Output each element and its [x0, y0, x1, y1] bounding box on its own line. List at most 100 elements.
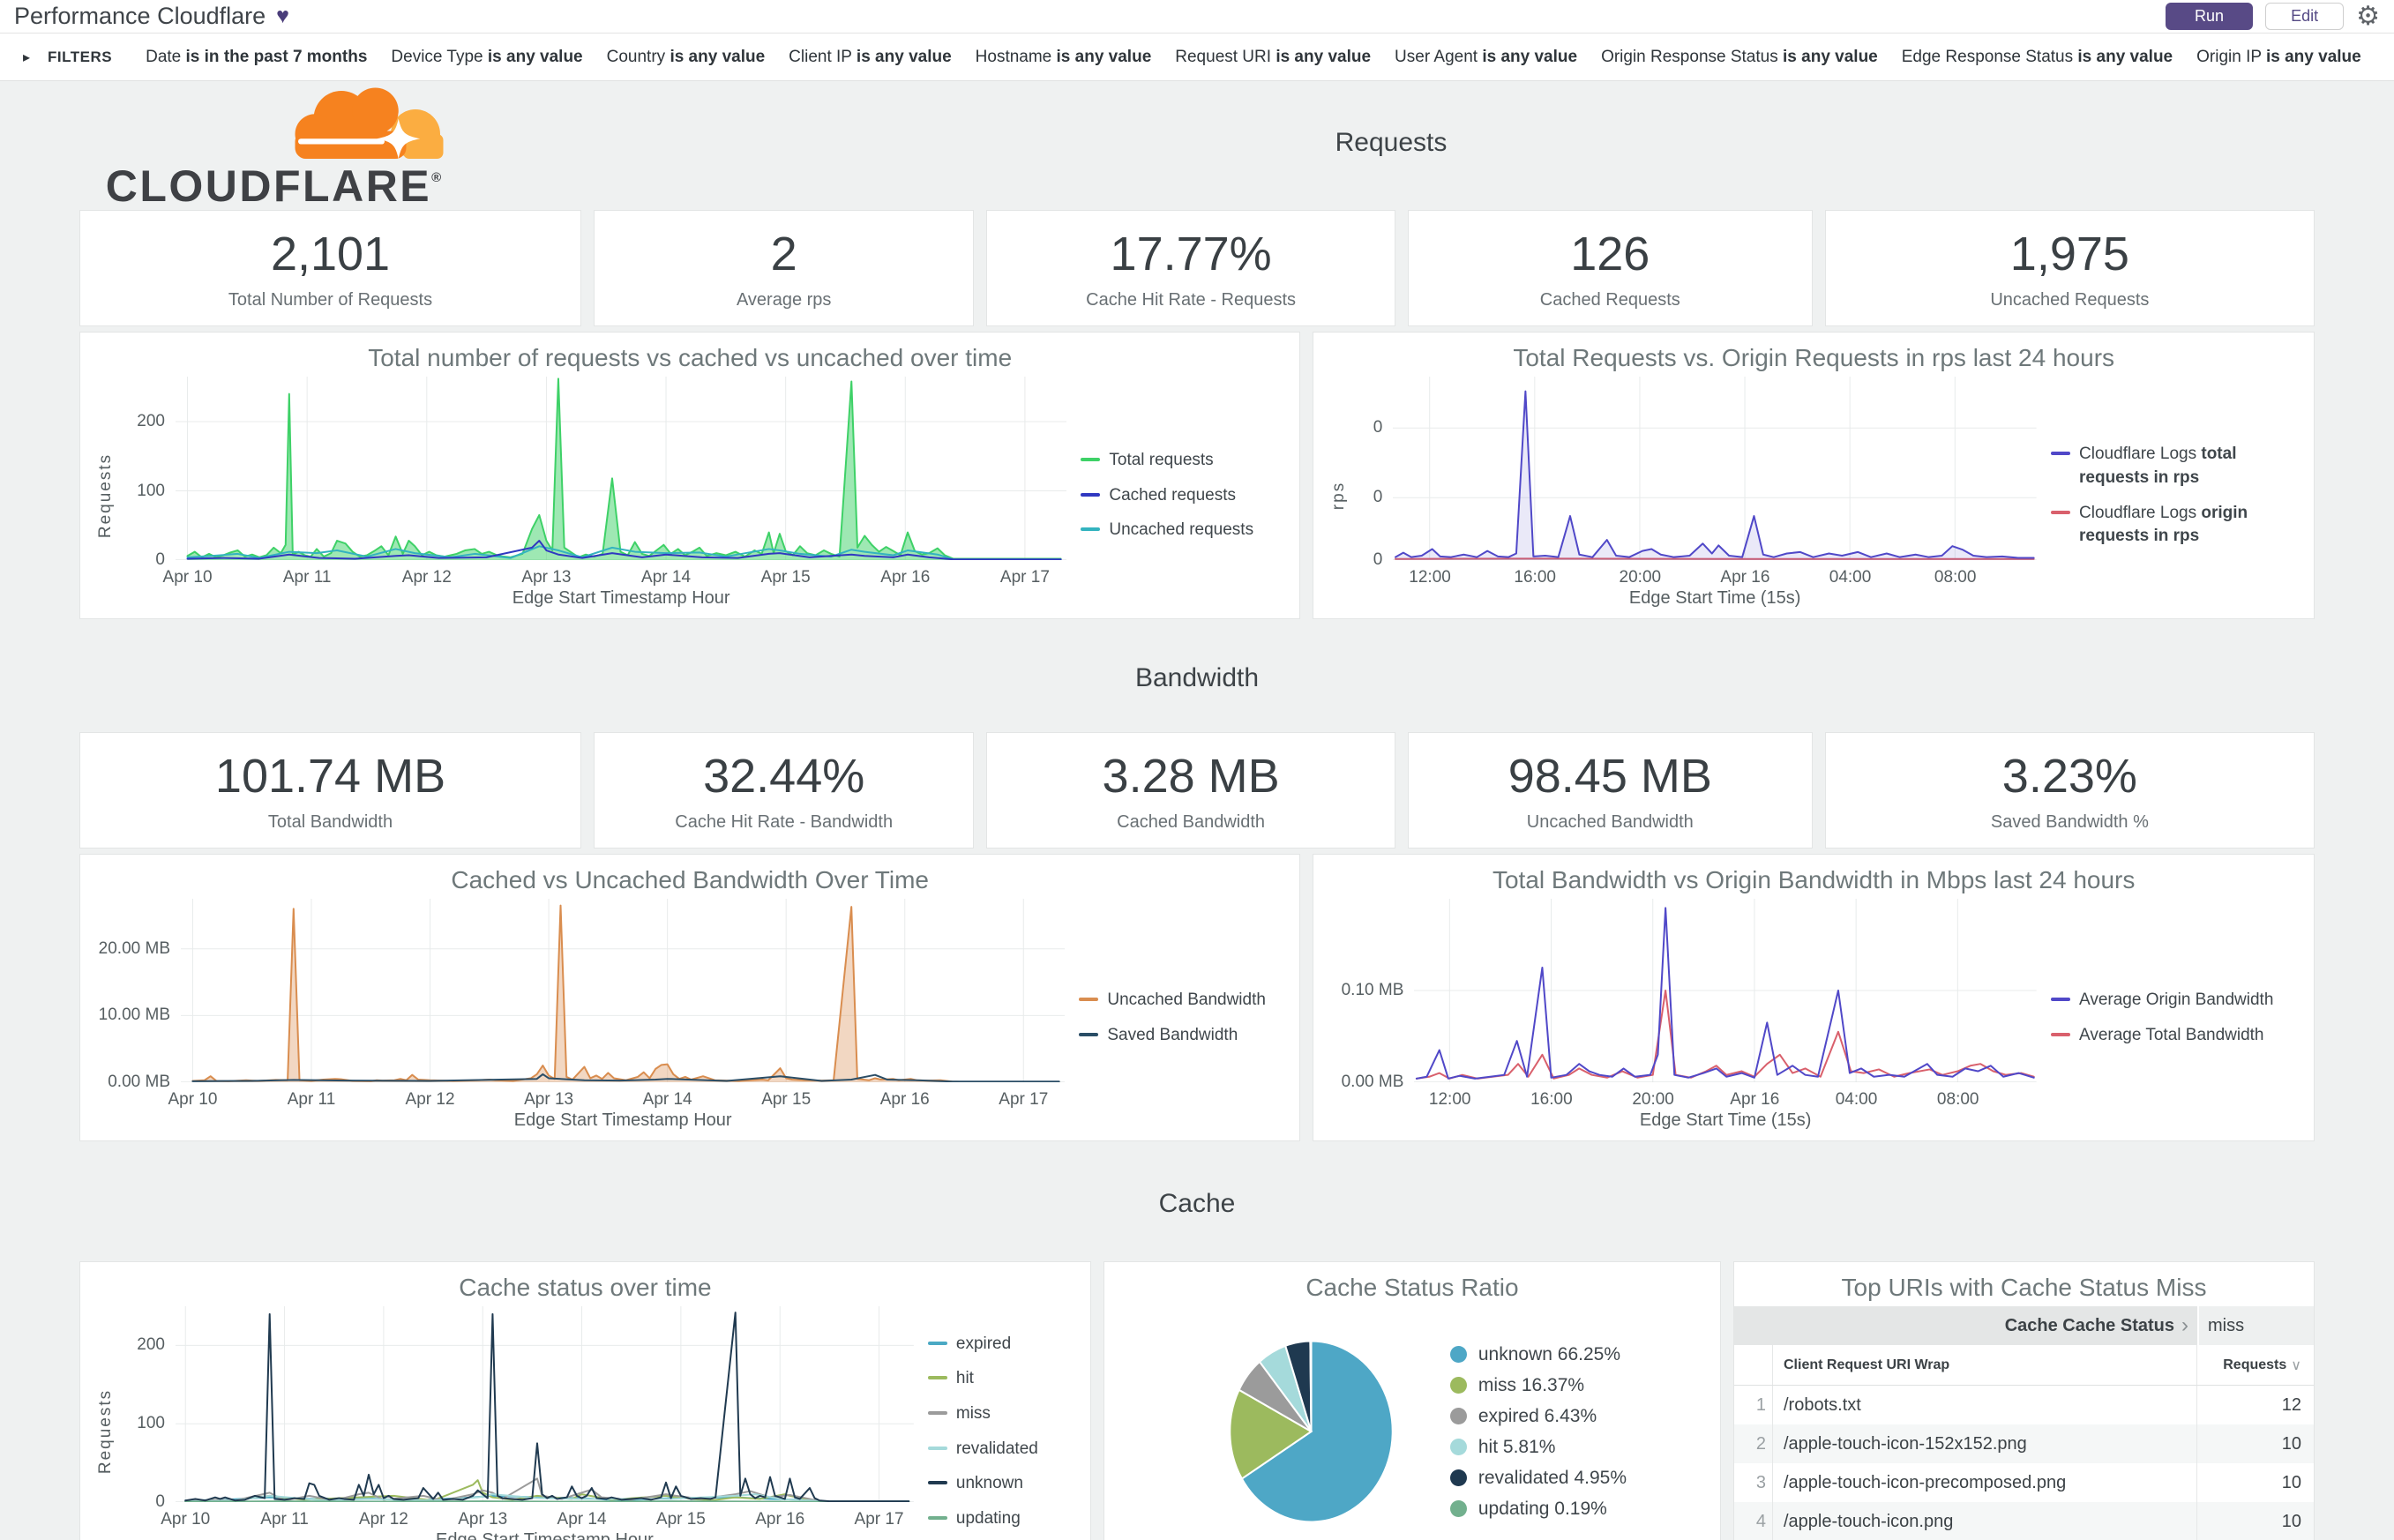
- pie-legend-item[interactable]: miss 16.37%: [1449, 1375, 1627, 1396]
- filter-item[interactable]: User Agent is any value: [1395, 47, 1578, 66]
- plot-area[interactable]: [1414, 899, 2037, 1082]
- legend-item[interactable]: Average Origin Bandwidth: [2051, 989, 2301, 1013]
- legend-item[interactable]: Cloudflare Logs origin requests in rps: [2051, 502, 2301, 549]
- table-row[interactable]: 2/apple-touch-icon-152x152.png 10: [1734, 1424, 2314, 1463]
- filter-item[interactable]: Device Type is any value: [391, 47, 583, 66]
- plot-area[interactable]: [176, 377, 1066, 560]
- pie-legend-item[interactable]: unknown 66.25%: [1449, 1344, 1627, 1365]
- legend-dot: [1449, 1500, 1467, 1517]
- plot-area[interactable]: [176, 1306, 914, 1502]
- kpi-label: Uncached Bandwidth: [1526, 811, 1694, 832]
- legend-item[interactable]: expired: [927, 1333, 1078, 1357]
- legend-swatch: [1079, 997, 1099, 1001]
- plot-area[interactable]: [181, 899, 1065, 1082]
- edit-button[interactable]: Edit: [2265, 3, 2345, 30]
- y-tick-label: 0.00 MB: [108, 1073, 170, 1091]
- kpi-tile: 1,975 Uncached Requests: [1824, 210, 2315, 326]
- requests-chart-row: Total number of requests vs cached vs un…: [79, 332, 2315, 619]
- filter-item[interactable]: Request URI is any value: [1175, 47, 1372, 66]
- bandwidth-chart-row: Cached vs Uncached Bandwidth Over Time 0…: [79, 854, 2315, 1141]
- chart-title: Total number of requests vs cached vs un…: [368, 344, 1013, 371]
- filter-item[interactable]: Origin Response Status is any value: [1601, 47, 1878, 66]
- legend-swatch: [927, 1341, 947, 1345]
- pie-legend-item[interactable]: expired 6.43%: [1449, 1406, 1627, 1427]
- kpi-value: 3.23%: [2001, 749, 2137, 803]
- x-axis-ticks: Apr 10 Apr 11 Apr 12 Apr 13 Apr 14 Apr 15 Apr …: [168, 1082, 1065, 1110]
- legend-item[interactable]: hit: [927, 1367, 1078, 1391]
- uri-column-header[interactable]: Client Request URI Wrap: [1773, 1345, 2197, 1385]
- x-tick-label: Apr 12: [401, 568, 452, 587]
- pie-legend-item[interactable]: hit 5.81%: [1449, 1437, 1627, 1458]
- x-tick-label: Apr 17: [999, 1090, 1049, 1109]
- legend-item[interactable]: Cached requests: [1081, 484, 1287, 508]
- pie-cache-status-ratio: Cache Status Ratio unknown 66.25% miss 16…: [1103, 1261, 1721, 1540]
- legend-item[interactable]: unknown: [927, 1472, 1078, 1496]
- kpi-label: Total Bandwidth: [267, 811, 393, 832]
- y-axis-title: Requests: [96, 1388, 115, 1475]
- table-row[interactable]: 3/apple-touch-icon-precomposed.png 10: [1734, 1463, 2314, 1502]
- table-row[interactable]: 4/apple-touch-icon.png 10: [1734, 1502, 2314, 1540]
- filter-item[interactable]: Origin IP is any value: [2196, 47, 2361, 66]
- kpi-tile: 2,101 Total Number of Requests: [79, 210, 582, 326]
- dashboard-content: CLOUDFLARE® Requests 2,101 Total Number o…: [0, 81, 2394, 1540]
- filter-bar: ▸ FILTERS Date is in the past 7 months De…: [0, 34, 2394, 81]
- pie-legend: unknown 66.25% miss 16.37% expired 6.43% hi…: [1449, 1344, 1627, 1520]
- pie-chart[interactable]: [1221, 1334, 1402, 1529]
- filter-item[interactable]: Edge Response Status is any value: [1901, 47, 2173, 66]
- kpi-label: Total Number of Requests: [228, 289, 433, 310]
- legend-swatch: [1081, 492, 1101, 497]
- x-tick-label: Apr 16: [755, 1510, 805, 1529]
- plot-area[interactable]: [1393, 377, 2037, 560]
- filter-item[interactable]: Client IP is any value: [789, 47, 952, 66]
- pie-legend-item[interactable]: revalidated 4.95%: [1449, 1468, 1627, 1489]
- x-tick-label: Apr 10: [162, 568, 213, 587]
- pie-legend-item[interactable]: updating 0.19%: [1449, 1499, 1627, 1520]
- legend-item[interactable]: updating: [927, 1507, 1078, 1531]
- filter-item[interactable]: Country is any value: [606, 47, 766, 66]
- legend-item[interactable]: Uncached Bandwidth: [1079, 989, 1287, 1013]
- legend-item[interactable]: Cloudflare Logs total requests in rps: [2051, 443, 2301, 490]
- sort-desc-icon: ∨: [2291, 1357, 2301, 1373]
- kpi-value: 32.44%: [703, 749, 865, 803]
- x-tick-label: Apr 13: [524, 1090, 574, 1109]
- gear-icon[interactable]: ⚙: [2356, 1, 2380, 31]
- pivot-value: miss: [2196, 1306, 2314, 1345]
- requests-header-row: CLOUDFLARE® Requests: [79, 78, 2315, 208]
- y-tick-label: 100: [137, 1414, 165, 1433]
- legend-item[interactable]: Total requests: [1081, 449, 1287, 473]
- x-tick-label: Apr 17: [999, 568, 1050, 587]
- legend-item[interactable]: Uncached requests: [1081, 519, 1287, 542]
- table-row[interactable]: 1/robots.txt 12: [1734, 1386, 2314, 1424]
- filter-items: Date is in the past 7 months Device Type …: [146, 48, 2371, 67]
- cloudflare-logo: CLOUDFLARE®: [79, 78, 468, 208]
- x-tick-label: Apr 16: [880, 568, 931, 587]
- y-tick-label: 0: [1373, 418, 1383, 437]
- y-axis-ticks: 0.00 MB 10.00 MB 20.00 MB: [93, 899, 181, 1091]
- row-index: 2: [1734, 1424, 1773, 1463]
- filter-item[interactable]: Date is in the past 7 months: [146, 47, 368, 66]
- run-button[interactable]: Run: [2166, 3, 2254, 30]
- x-tick-label: Apr 11: [260, 1510, 309, 1529]
- filters-expand-icon[interactable]: ▸: [23, 49, 31, 65]
- y-axis-title: Requests: [96, 452, 115, 539]
- legend-item[interactable]: Saved Bandwidth: [1079, 1024, 1287, 1048]
- kpi-tile: 17.77% Cache Hit Rate - Requests: [986, 210, 1395, 326]
- kpi-value: 3.28 MB: [1102, 749, 1280, 803]
- x-tick-label: Apr 14: [642, 1090, 692, 1109]
- requests-column-header[interactable]: Requests ∨: [2223, 1357, 2301, 1373]
- legend-swatch: [1079, 1032, 1099, 1036]
- filter-item[interactable]: Hostname is any value: [975, 47, 1152, 66]
- legend-swatch: [2051, 1032, 2070, 1036]
- cloudflare-wordmark: CLOUDFLARE®: [105, 161, 442, 211]
- x-tick-label: Apr 11: [282, 568, 332, 587]
- y-tick-label: 100: [137, 481, 165, 500]
- x-tick-label: 08:00: [1936, 1090, 1979, 1109]
- chart-title: Total Bandwidth vs Origin Bandwidth in M…: [1492, 866, 2136, 893]
- legend-item[interactable]: miss: [927, 1402, 1078, 1426]
- chart-legend: Average Origin Bandwidth Average Total Ba…: [2037, 899, 2301, 1137]
- legend-item[interactable]: Average Total Bandwidth: [2051, 1024, 2301, 1048]
- row-index: 3: [1734, 1463, 1773, 1502]
- legend-item[interactable]: revalidated: [927, 1438, 1078, 1462]
- pivot-header[interactable]: Cache Cache Status ›: [2004, 1313, 2188, 1337]
- x-axis-title: Edge Start Time (15s): [1628, 588, 1801, 608]
